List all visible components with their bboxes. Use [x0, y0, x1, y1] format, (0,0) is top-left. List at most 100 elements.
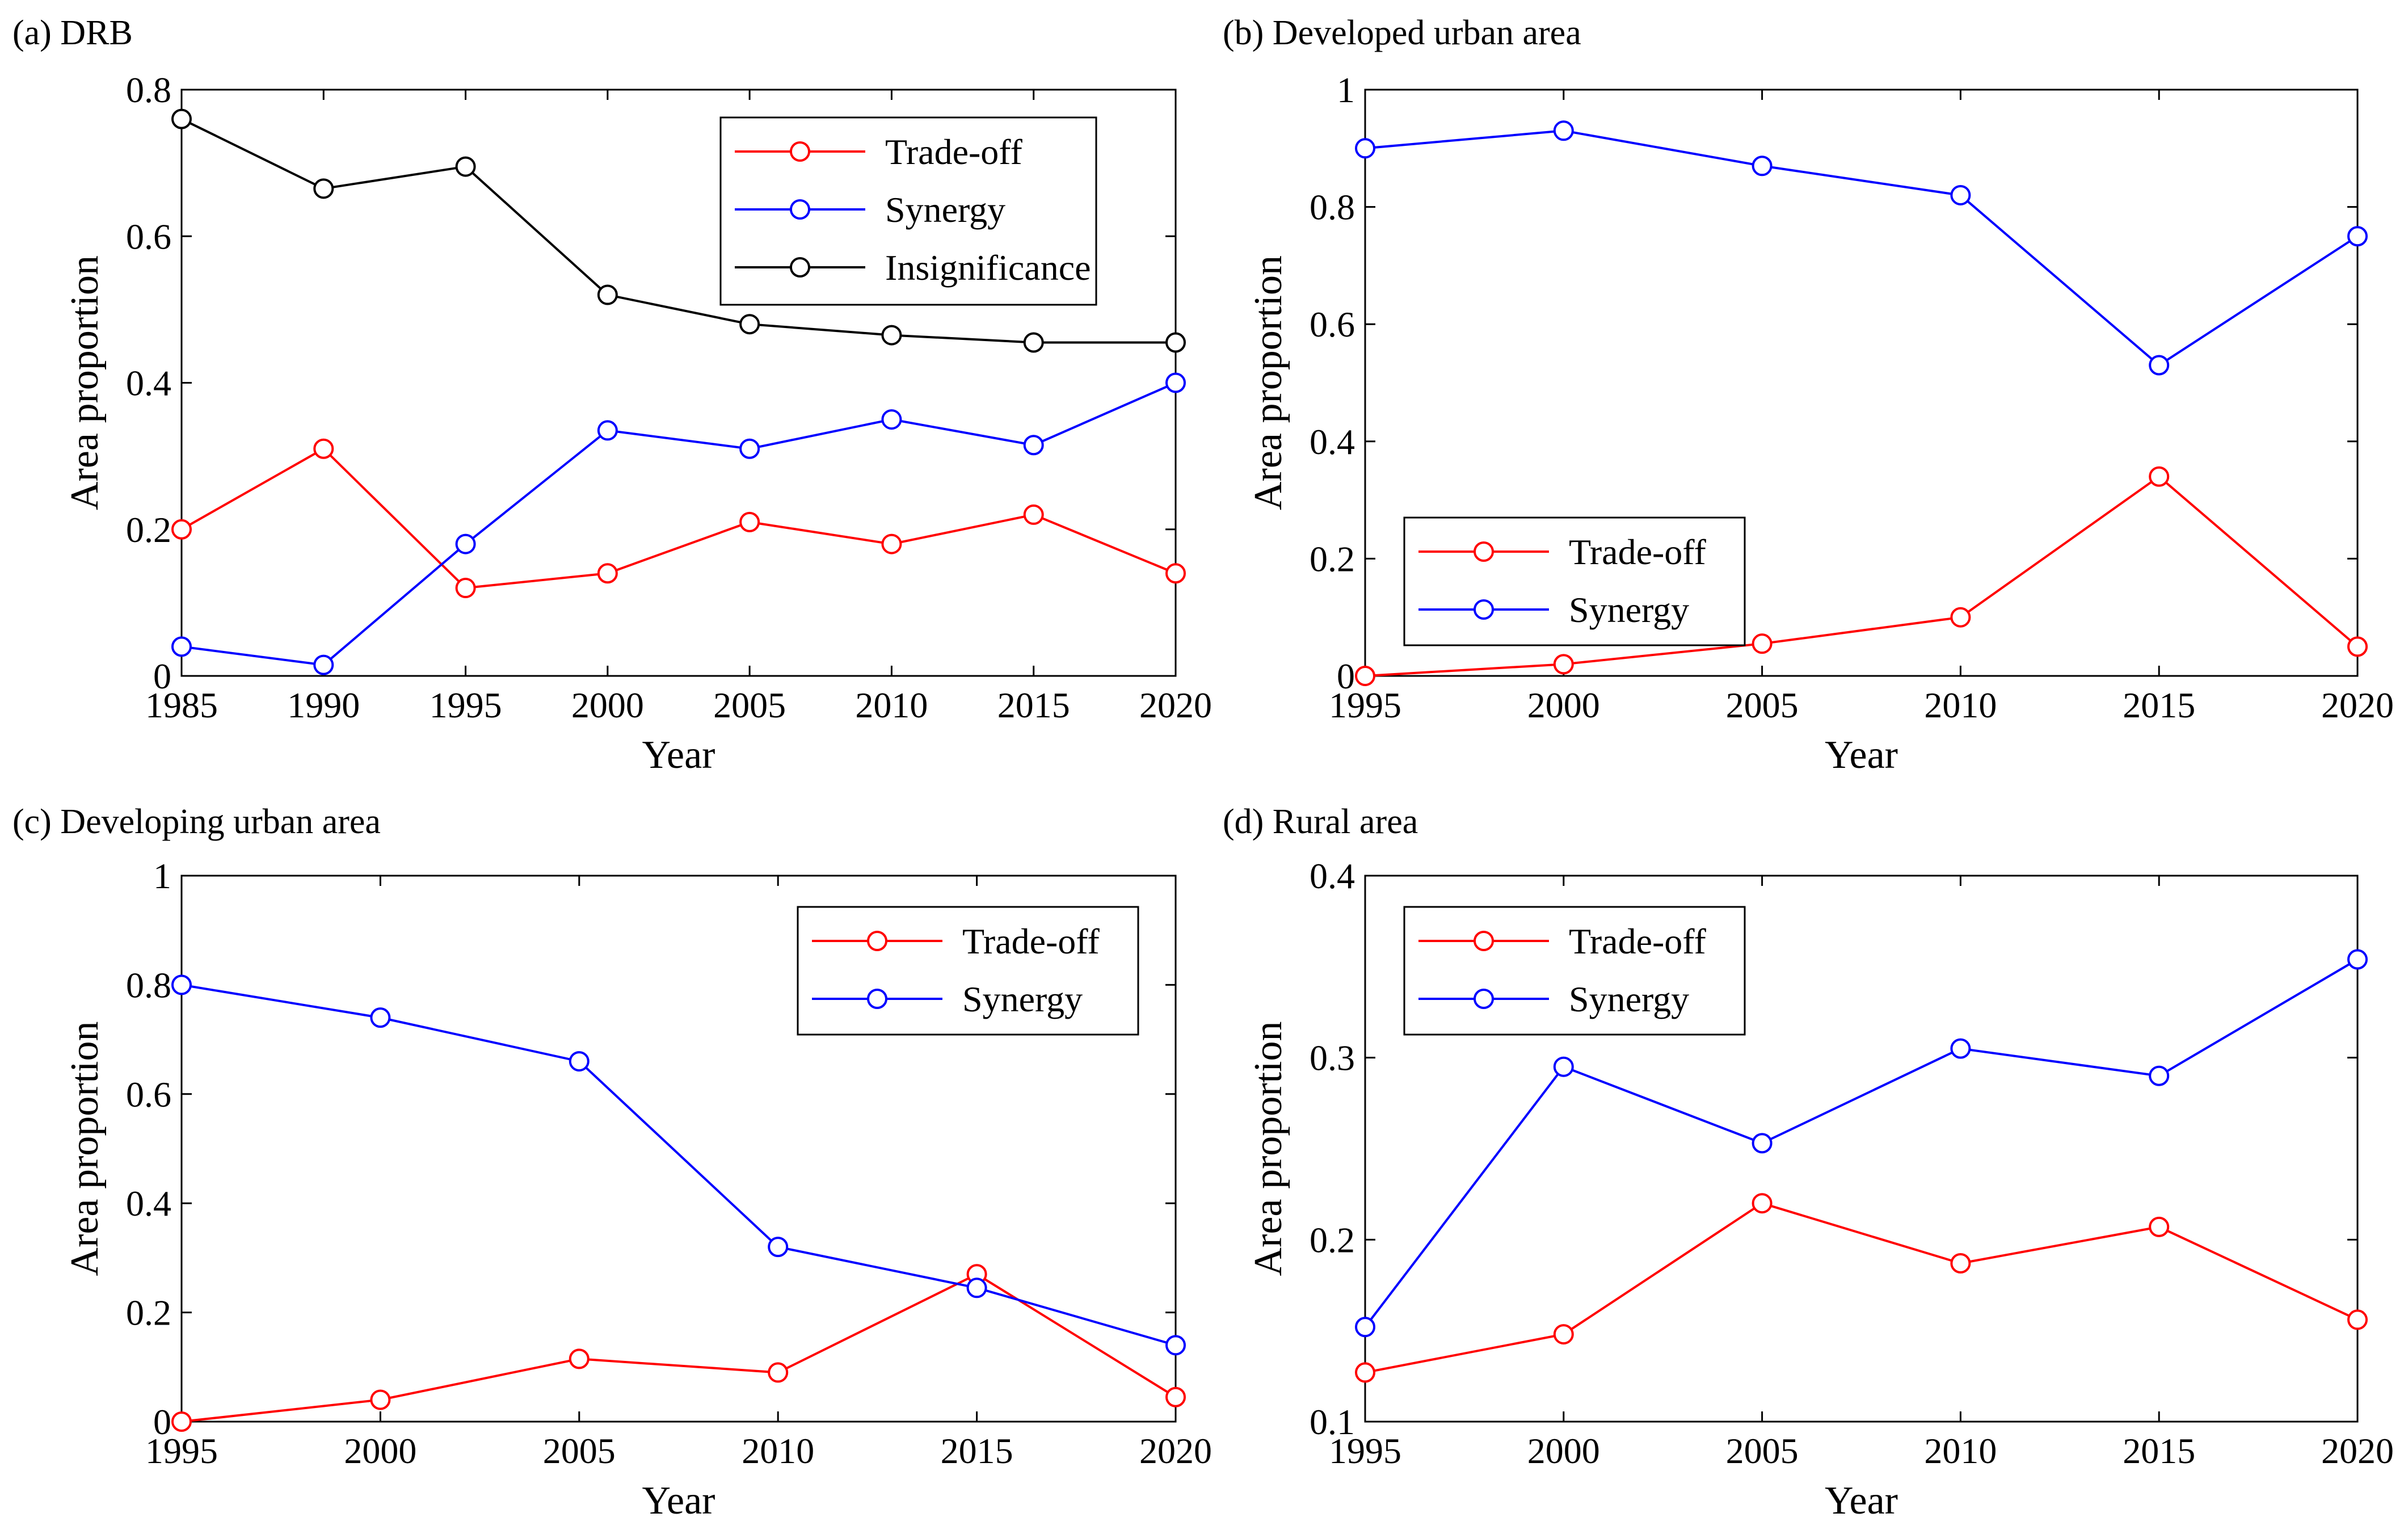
legend-marker-trade-off	[1474, 541, 1494, 562]
data-point-synergy	[1355, 138, 1375, 159]
data-point-trade-off	[2149, 1216, 2170, 1237]
data-point-trade-off	[1950, 607, 1971, 628]
plot-frame	[1364, 875, 2359, 1423]
x-tick-label: 2000	[1527, 685, 1600, 725]
y-tick-label: 0.2	[1310, 539, 1355, 579]
data-point-insignificance	[739, 314, 760, 335]
y-tick-label: 0.6	[1310, 304, 1355, 344]
legend-label-insignificance: Insignificance	[885, 247, 1091, 288]
data-point-insignificance	[1023, 332, 1044, 353]
y-tick-label: 0.2	[126, 510, 171, 550]
data-point-insignificance	[597, 284, 618, 305]
x-tick-label: 1995	[1329, 1431, 1401, 1471]
y-tick-label: 0.1	[1310, 1402, 1355, 1442]
data-point-synergy	[881, 409, 902, 430]
data-point-insignificance	[881, 325, 902, 346]
y-tick-label: 0.4	[126, 1183, 171, 1224]
x-tick-label: 2020	[2321, 1431, 2394, 1471]
x-tick-label: 2000	[1527, 1431, 1600, 1471]
legend-marker-synergy	[867, 989, 887, 1009]
data-point-synergy	[1950, 1038, 1971, 1059]
x-axis-label: Year	[642, 1479, 715, 1523]
legend-marker-trade-off	[867, 931, 887, 951]
y-tick-label: 0.4	[1310, 856, 1355, 896]
x-tick-label: 2020	[1139, 685, 1212, 725]
data-point-synergy	[597, 420, 618, 441]
data-point-synergy	[1752, 155, 1773, 176]
legend-marker-synergy	[1474, 989, 1494, 1009]
data-point-insignificance	[171, 108, 192, 129]
legend-box	[719, 116, 1097, 306]
legend-label-synergy: Synergy	[885, 190, 1005, 230]
data-point-synergy	[2149, 355, 2170, 376]
legend-marker-insignificance	[790, 257, 810, 278]
series-line-synergy	[1364, 958, 2359, 1328]
x-tick-label: 2005	[543, 1431, 616, 1471]
x-tick-label: 2000	[571, 685, 644, 725]
x-tick-label: 1990	[287, 685, 360, 725]
chart-panel-d: (d) Rural area 1995 2000 2005 2010 2015 2020 0.…	[1223, 802, 2394, 1523]
series-line-trade-off	[181, 447, 1176, 590]
data-point-trade-off	[2149, 466, 2170, 487]
data-point-synergy	[1355, 1317, 1375, 1338]
y-axis-label: Area proportion	[63, 255, 107, 510]
x-tick-label: 2020	[1139, 1431, 1212, 1471]
x-tick-label: 2015	[2123, 1431, 2195, 1471]
data-point-synergy	[569, 1051, 590, 1072]
x-axis-label: Year	[642, 733, 715, 777]
data-point-trade-off	[171, 1411, 192, 1432]
plot-frame	[1364, 89, 2359, 677]
data-point-synergy	[313, 654, 334, 675]
data-point-trade-off	[171, 519, 192, 540]
data-point-synergy	[2347, 226, 2368, 247]
y-tick-label: 0.6	[126, 1074, 171, 1115]
y-tick-label: 0	[153, 656, 171, 696]
data-point-insignificance	[313, 178, 334, 199]
legend-marker-synergy	[1474, 599, 1494, 620]
data-point-synergy	[1950, 184, 1971, 205]
y-axis-label: Area proportion	[1247, 255, 1290, 510]
data-point-trade-off	[569, 1348, 590, 1369]
x-tick-label: 2005	[713, 685, 786, 725]
panel-title: (d) Rural area	[1223, 802, 1418, 841]
y-tick-label: 0.8	[126, 70, 171, 110]
legend-label-trade-off: Trade-off	[1569, 532, 1706, 572]
x-tick-label: 2015	[941, 1431, 1013, 1471]
legend-marker-trade-off	[790, 141, 810, 162]
y-tick-label: 0.3	[1310, 1038, 1355, 1078]
x-tick-label: 1985	[145, 685, 218, 725]
legend: Trade-off Synergy	[1403, 906, 1746, 1036]
data-point-insignificance	[455, 156, 476, 177]
data-point-synergy	[455, 533, 476, 554]
data-point-trade-off	[597, 563, 618, 584]
chart-panel-a: (a) DRB 1985 1990 1995 2000 2005 2010 2015 2020 0…	[12, 14, 1212, 777]
data-point-trade-off	[2347, 636, 2368, 657]
legend-label-synergy: Synergy	[1569, 590, 1689, 630]
x-tick-label: 1995	[430, 685, 502, 725]
legend: Trade-off Synergy Insignificance	[719, 116, 1097, 306]
data-point-trade-off	[370, 1389, 391, 1410]
data-point-synergy	[171, 974, 192, 995]
data-point-synergy	[2347, 949, 2368, 970]
x-tick-label: 2005	[1726, 1431, 1799, 1471]
y-tick-label: 1	[153, 856, 171, 896]
legend-box	[797, 906, 1139, 1036]
data-point-synergy	[1553, 1056, 1574, 1077]
data-point-synergy	[1165, 372, 1186, 393]
data-point-trade-off	[1553, 1324, 1574, 1345]
legend-label-trade-off: Trade-off	[885, 132, 1022, 172]
data-point-trade-off	[1950, 1253, 1971, 1274]
plot-frame	[180, 875, 1177, 1423]
data-point-synergy	[2149, 1065, 2170, 1086]
panel-title: (c) Developing urban area	[12, 802, 381, 841]
series-line-trade-off	[181, 1272, 1177, 1423]
legend-box	[1403, 906, 1746, 1036]
data-point-trade-off	[313, 438, 334, 459]
y-tick-label: 0.6	[126, 216, 171, 257]
data-point-synergy	[1752, 1133, 1773, 1154]
y-tick-label: 0.8	[126, 965, 171, 1005]
series-line-synergy	[181, 381, 1176, 666]
legend-label-trade-off: Trade-off	[962, 921, 1100, 961]
data-point-trade-off	[1553, 654, 1574, 675]
